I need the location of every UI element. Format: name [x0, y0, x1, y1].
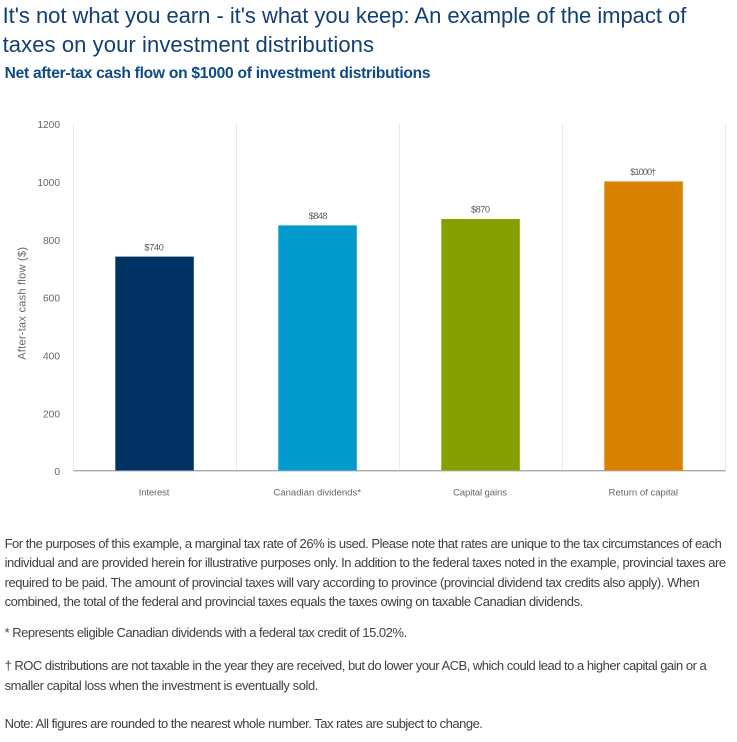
- svg-text:0: 0: [54, 467, 60, 478]
- svg-text:800: 800: [43, 236, 60, 247]
- svg-text:Capital gains: Capital gains: [453, 487, 507, 498]
- svg-text:$870: $870: [471, 205, 490, 215]
- svg-text:$848: $848: [309, 211, 328, 221]
- svg-text:400: 400: [43, 352, 60, 363]
- svg-text:1000: 1000: [37, 178, 60, 189]
- svg-text:Canadian dividends*: Canadian dividends*: [273, 487, 361, 498]
- svg-text:1200: 1200: [37, 120, 60, 131]
- svg-text:200: 200: [43, 409, 60, 420]
- svg-text:Interest: Interest: [139, 487, 170, 498]
- svg-text:$740: $740: [144, 242, 163, 252]
- svg-text:$1000†: $1000†: [630, 167, 656, 177]
- svg-text:600: 600: [43, 294, 60, 305]
- svg-text:After-tax cash flow ($): After-tax cash flow ($): [16, 247, 28, 360]
- svg-text:Return of capital: Return of capital: [609, 487, 679, 498]
